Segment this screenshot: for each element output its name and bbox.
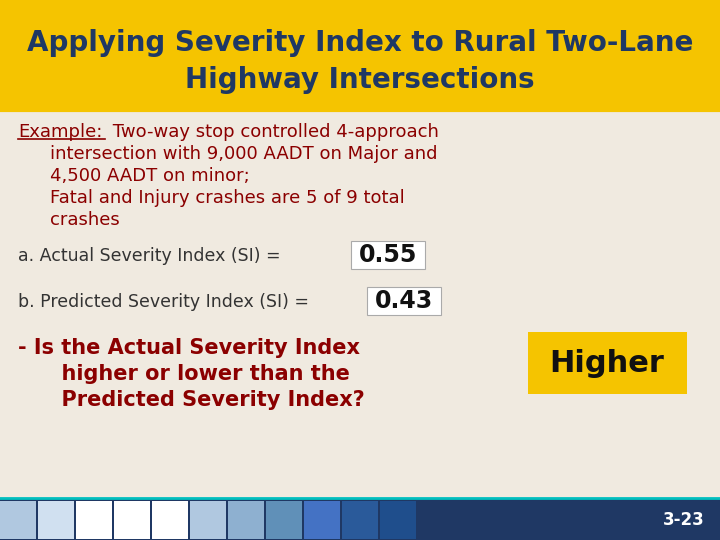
FancyBboxPatch shape [351, 241, 425, 269]
FancyBboxPatch shape [114, 501, 150, 539]
Text: - Is the Actual Severity Index: - Is the Actual Severity Index [18, 338, 360, 358]
FancyBboxPatch shape [190, 501, 226, 539]
FancyBboxPatch shape [528, 332, 687, 394]
Text: Highway Intersections: Highway Intersections [185, 66, 535, 94]
Text: a. Actual Severity Index (SI) =: a. Actual Severity Index (SI) = [18, 247, 286, 265]
Text: 0.55: 0.55 [359, 243, 417, 267]
FancyBboxPatch shape [304, 501, 340, 539]
FancyBboxPatch shape [266, 501, 302, 539]
FancyBboxPatch shape [367, 287, 441, 315]
Text: b. Predicted Severity Index (SI) =: b. Predicted Severity Index (SI) = [18, 293, 315, 311]
Text: 3-23: 3-23 [663, 511, 705, 529]
Text: Two-way stop controlled 4-approach: Two-way stop controlled 4-approach [107, 123, 439, 141]
Text: Fatal and Injury crashes are 5 of 9 total: Fatal and Injury crashes are 5 of 9 tota… [50, 189, 405, 207]
FancyBboxPatch shape [0, 110, 720, 498]
FancyBboxPatch shape [0, 498, 720, 540]
Text: crashes: crashes [50, 211, 120, 229]
FancyBboxPatch shape [228, 501, 264, 539]
FancyBboxPatch shape [38, 501, 74, 539]
FancyBboxPatch shape [152, 501, 188, 539]
FancyBboxPatch shape [342, 501, 378, 539]
Text: intersection with 9,000 AADT on Major and: intersection with 9,000 AADT on Major an… [50, 145, 438, 163]
Text: 4,500 AADT on minor;: 4,500 AADT on minor; [50, 167, 250, 185]
Text: Example:: Example: [18, 123, 102, 141]
Text: higher or lower than the: higher or lower than the [18, 364, 350, 384]
FancyBboxPatch shape [380, 501, 416, 539]
Text: Predicted Severity Index?: Predicted Severity Index? [18, 390, 365, 410]
Text: Applying Severity Index to Rural Two-Lane: Applying Severity Index to Rural Two-Lan… [27, 29, 693, 57]
Text: Higher: Higher [549, 348, 665, 377]
FancyBboxPatch shape [0, 501, 36, 539]
FancyBboxPatch shape [0, 0, 720, 110]
FancyBboxPatch shape [76, 501, 112, 539]
Text: 0.43: 0.43 [375, 289, 433, 313]
